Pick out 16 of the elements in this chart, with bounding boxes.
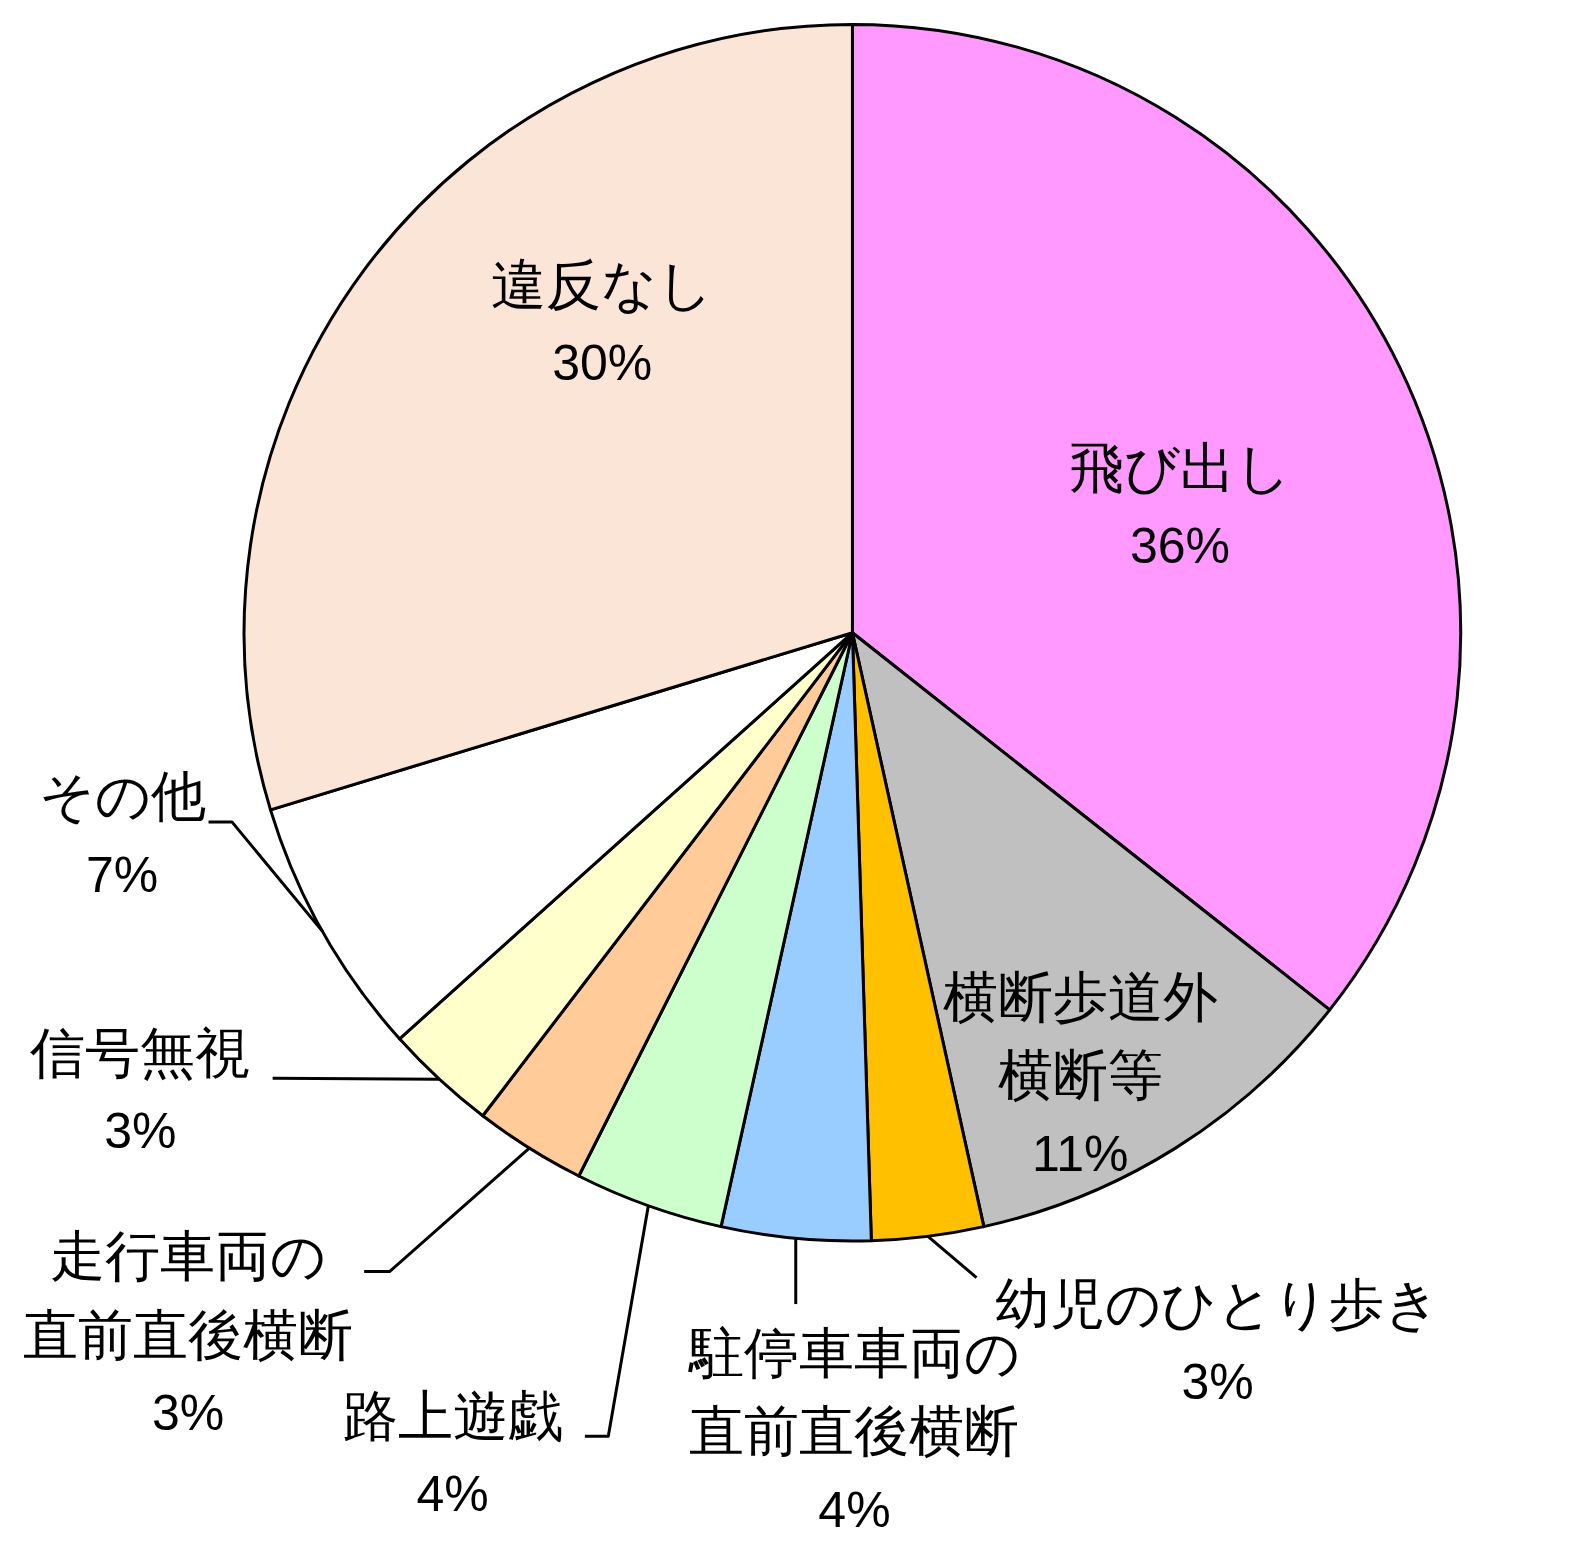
data-label: 3% [1181, 1354, 1254, 1411]
slice-label: 路上遊戯 [342, 1383, 563, 1448]
slice-label: 走行車両の直前直後横断 [23, 1224, 354, 1367]
slice-label: 飛び出し [1068, 435, 1291, 500]
data-label: 3% [104, 1103, 177, 1160]
slice-label: その他 [38, 764, 206, 829]
slice-label: 横断歩道外横断等 [942, 964, 1218, 1108]
data-label: 4% [818, 1481, 891, 1538]
data-label: 4% [416, 1466, 489, 1523]
data-label: 36% [1129, 518, 1231, 575]
data-label: 7% [85, 846, 159, 903]
slice-label: 違反なし [491, 252, 714, 317]
data-label: 3% [152, 1384, 225, 1441]
slice-label: 信号無視 [30, 1020, 251, 1085]
data-label: 11% [1032, 1125, 1129, 1182]
data-label: 30% [552, 335, 653, 392]
